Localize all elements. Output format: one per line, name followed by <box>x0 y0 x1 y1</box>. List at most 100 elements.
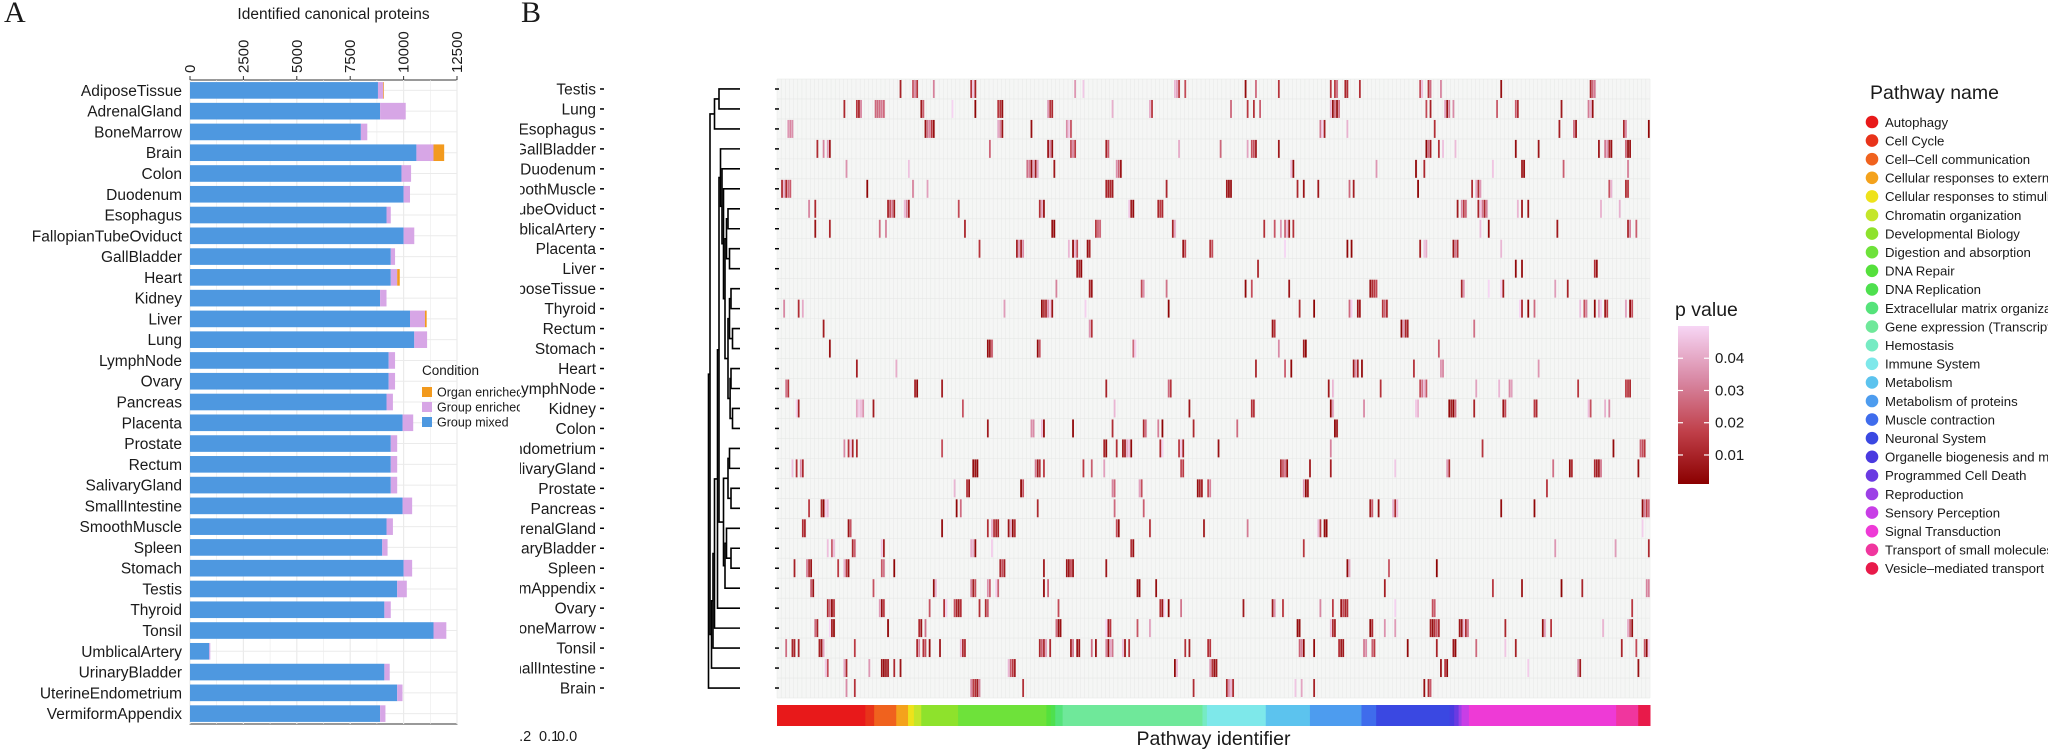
heatmap-cell <box>1637 659 1640 678</box>
dendrogram-scale-label: 0.2 <box>520 729 531 745</box>
heatmap-cell <box>1462 619 1465 638</box>
category-label: FallopianTubeOviduct <box>32 228 183 245</box>
heatmap-cell <box>874 99 877 118</box>
heatmap-cell <box>1001 99 1004 118</box>
heatmap-cell <box>1510 379 1513 398</box>
bar-group-mixed <box>190 185 404 203</box>
heatmap-cell <box>1149 519 1151 538</box>
heatmap-cell <box>1038 639 1041 658</box>
heatmap-cell <box>914 80 916 98</box>
heatmap-cell <box>1423 159 1426 178</box>
heatmap-cell <box>1543 619 1546 638</box>
row-label: Thyroid <box>544 301 596 318</box>
pathway-color-segment <box>874 705 897 726</box>
heatmap-cell <box>941 519 943 538</box>
heatmap-cell <box>818 639 821 658</box>
heatmap-cell <box>1277 80 1280 98</box>
panel-a-label: A <box>4 0 26 29</box>
heatmap-cell <box>1103 459 1106 478</box>
heatmap-cell <box>1533 299 1536 318</box>
pathway-color-segment <box>1050 705 1056 726</box>
row-label: UterineEndometrium <box>520 441 596 458</box>
heatmap-cell <box>1178 439 1180 458</box>
heatmap-cell <box>887 199 889 218</box>
heatmap-cell <box>1373 279 1376 298</box>
heatmap-cell <box>1598 459 1600 478</box>
heatmap-cell <box>880 599 883 618</box>
heatmap-cell <box>986 579 989 598</box>
heatmap-cell <box>814 219 817 238</box>
heatmap-cell <box>1180 459 1183 478</box>
dendrogram-scale-label: 0.0 <box>557 729 577 745</box>
heatmap-cell <box>1038 459 1041 478</box>
heatmap-cell <box>1072 239 1074 258</box>
heatmap-cell <box>1228 179 1230 198</box>
heatmap-cell <box>1040 199 1043 218</box>
heatmap-cell <box>872 399 875 418</box>
heatmap-cell <box>783 299 786 318</box>
heatmap-cell <box>1575 119 1577 138</box>
heatmap-cell <box>970 80 973 98</box>
heatmap-cell <box>1180 439 1183 458</box>
heatmap-cell <box>1331 99 1334 118</box>
heatmap-cell <box>1082 459 1085 478</box>
heatmap-cell <box>1589 99 1592 118</box>
heatmap-cell <box>1585 299 1588 318</box>
row-label: SmallIntestine <box>520 661 596 678</box>
heatmap-cell <box>1446 659 1449 678</box>
bar-group-enriched <box>390 248 396 265</box>
category-label: GallBladder <box>101 249 182 266</box>
dendrogram-link <box>725 527 740 560</box>
heatmap-cell <box>1435 559 1438 578</box>
heatmap-cell <box>1329 459 1332 478</box>
heatmap-cell <box>1645 579 1648 598</box>
heatmap-cell <box>1257 259 1259 278</box>
row-label: AdrenalGland <box>520 521 596 538</box>
bar-group-enriched <box>380 102 406 120</box>
legend-swatch <box>422 387 432 397</box>
heatmap-cell <box>1346 239 1349 258</box>
row-label: SmoothMuscle <box>520 181 596 198</box>
heatmap-cell <box>1149 619 1151 638</box>
heatmap-cell <box>1350 299 1353 318</box>
heatmap-cell <box>1604 139 1607 158</box>
heatmap-cell <box>1088 279 1091 298</box>
heatmap-cell <box>1130 199 1133 218</box>
heatmap-cell <box>903 199 906 218</box>
heatmap-cell <box>1625 379 1627 398</box>
heatmap-cell <box>853 679 856 697</box>
dendrogram-link <box>721 168 740 245</box>
heatmap-cell <box>858 99 860 118</box>
heatmap-cell <box>972 459 975 478</box>
heatmap-cell <box>1007 519 1010 538</box>
heatmap-cell <box>1018 239 1020 258</box>
heatmap-cell <box>1013 659 1016 678</box>
row-label: UmblicalArtery <box>520 221 596 238</box>
heatmap-cell <box>1479 179 1482 198</box>
heatmap-cell <box>1629 139 1631 158</box>
heatmap-cell <box>1444 659 1446 678</box>
heatmap-cell <box>1246 519 1249 538</box>
heatmap-cell <box>1331 599 1334 618</box>
category-label: Duodenum <box>106 187 182 204</box>
bar-organ-enriched <box>424 310 427 328</box>
pathway-legend-swatch <box>1865 208 1879 222</box>
heatmap-cell <box>1022 239 1025 258</box>
heatmap-cell <box>1465 619 1467 638</box>
heatmap-cell <box>953 479 956 498</box>
category-label: Spleen <box>134 540 182 557</box>
heatmap-cell <box>833 539 835 558</box>
heatmap-cell <box>828 599 831 618</box>
pathway-legend-swatch <box>1865 450 1879 464</box>
heatmap-cell <box>787 379 790 398</box>
bar-group-enriched <box>384 601 391 619</box>
heatmap-cell <box>1394 499 1397 518</box>
heatmap-cell <box>1602 619 1604 638</box>
heatmap-cell <box>891 199 894 218</box>
row-label: Duodenum <box>520 161 596 178</box>
heatmap-cell <box>1423 239 1426 258</box>
heatmap-cell <box>1433 619 1436 638</box>
heatmap-cell <box>1284 219 1286 238</box>
heatmap-cell <box>845 679 848 697</box>
heatmap-cell <box>1321 119 1324 138</box>
